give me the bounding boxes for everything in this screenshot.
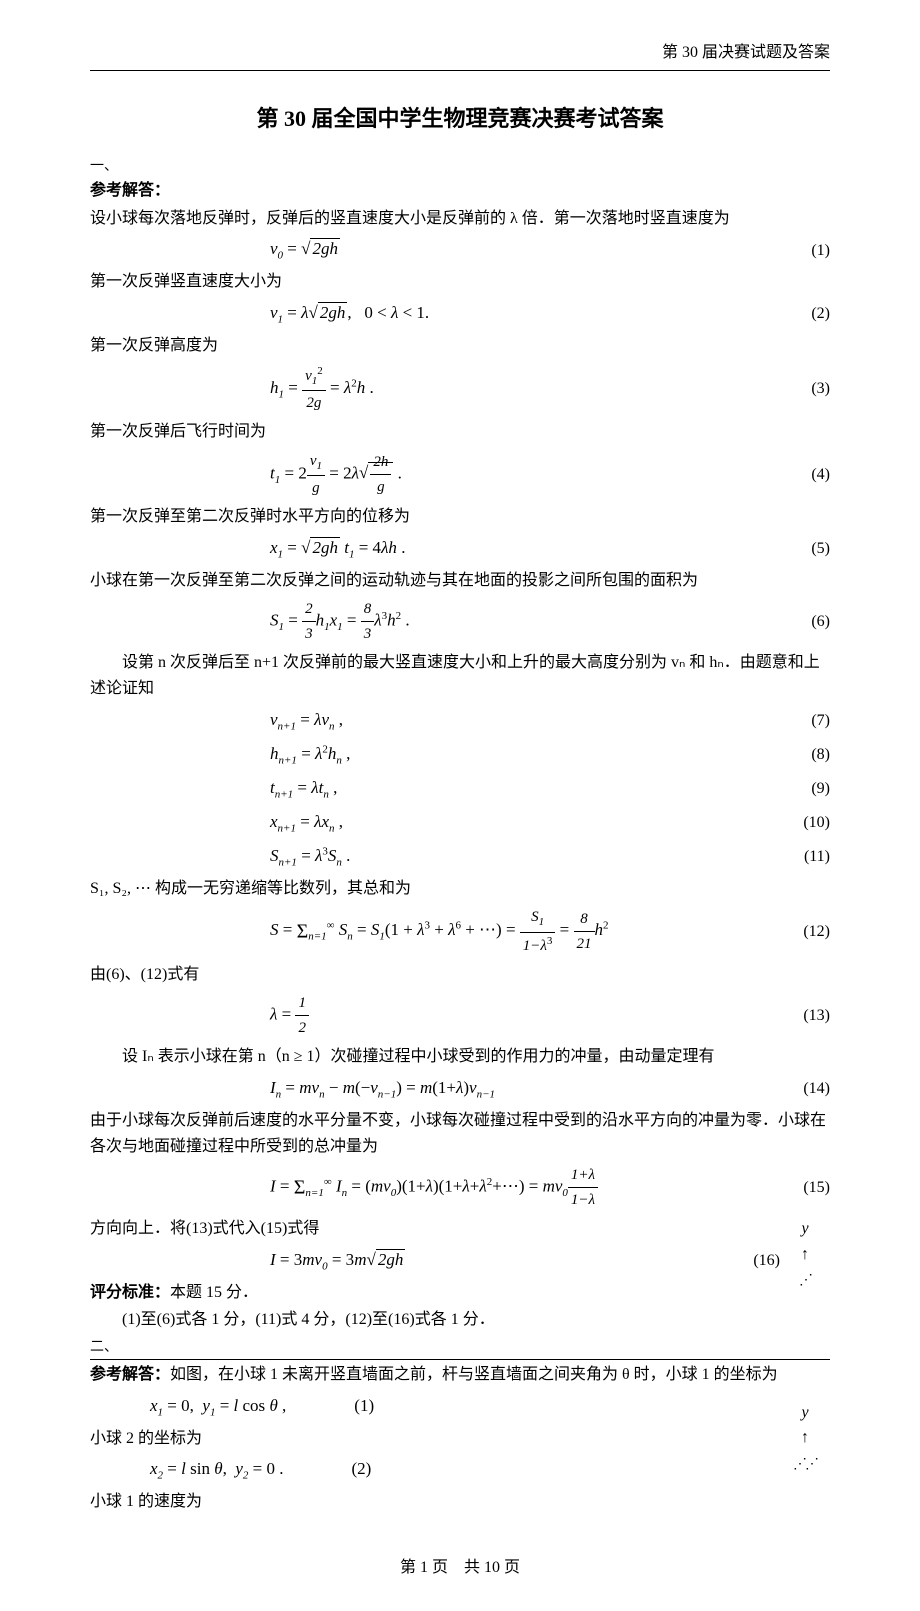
equation-number: (15) <box>780 1175 830 1201</box>
equation-number: (1) <box>780 238 830 264</box>
y-axis-diagram-2: y ↑ ⋰⋰ <box>780 1400 830 1477</box>
equation: S = Σn=1∞ Sn = S1(1 + λ3 + λ6 + ⋯) = S11… <box>270 905 780 958</box>
grading: 评分标准：本题 15 分． <box>90 1280 830 1306</box>
paragraph: S₁, S₂, ⋯ 构成一无穷递缩等比数列，其总和为 <box>90 876 830 902</box>
equation-row: t1 = 2v1g = 2λ2hg . (4) <box>90 449 830 501</box>
equation-row: I = Σn=1∞ In = (mv0)(1+λ)(1+λ+λ2+⋯) = mv… <box>90 1163 830 1212</box>
equation-number: (11) <box>780 844 830 870</box>
equation: tn+1 = λtn , <box>270 774 780 804</box>
equation-row: x2 = l sin θ, y2 = 0 . (2) <box>90 1455 780 1485</box>
equation: x2 = l sin θ, y2 = 0 . (2) <box>150 1455 730 1485</box>
equation: vn+1 = λvn , <box>270 706 780 736</box>
paragraph: 小球 2 的坐标为 <box>90 1426 830 1452</box>
equation: h1 = v122g = λ2h . <box>270 363 780 416</box>
equation-number: (1) <box>354 1396 374 1415</box>
equation-row: h1 = v122g = λ2h . (3) <box>90 363 830 416</box>
paragraph: 第一次反弹高度为 <box>90 333 830 359</box>
equation-row: v0 = 2gh (1) <box>90 235 830 265</box>
paragraph: 设 Iₙ 表示小球在第 n（n ≥ 1）次碰撞过程中小球受到的作用力的冲量，由动… <box>90 1044 830 1070</box>
section-2-number: 二、 <box>90 1337 830 1360</box>
equation-row: tn+1 = λtn , (9) <box>90 774 830 804</box>
equation-row: xn+1 = λxn , (10) <box>90 808 830 838</box>
equation-number: (5) <box>780 536 830 562</box>
equation-row: hn+1 = λ2hn , (8) <box>90 740 830 770</box>
equation: Sn+1 = λ3Sn . <box>270 842 780 872</box>
equation-row: S1 = 23h1x1 = 83λ3h2 . (6) <box>90 597 830 646</box>
paragraph: 由(6)、(12)式有 <box>90 962 830 988</box>
y-axis-diagram: y ↑ ⋰ <box>780 1216 830 1293</box>
page-footer: 第 1 页 共 10 页 <box>90 1555 830 1581</box>
equation: v1 = λ2gh, 0 < λ < 1. <box>270 299 780 329</box>
grading-detail: (1)至(6)式各 1 分，(11)式 4 分，(12)至(16)式各 1 分． <box>90 1307 830 1333</box>
equation-number: (14) <box>780 1076 830 1102</box>
grading-text: 本题 15 分． <box>170 1284 258 1301</box>
equation-row: S = Σn=1∞ Sn = S1(1 + λ3 + λ6 + ⋯) = S11… <box>90 905 830 958</box>
paragraph: 第一次反弹后飞行时间为 <box>90 419 830 445</box>
grading-label: 评分标准： <box>90 1284 170 1301</box>
equation-row: In = mvn − m(−vn−1) = m(1+λ)vn−1 (14) <box>90 1074 830 1104</box>
equation-row: I = 3mv0 = 3m2gh (16) <box>90 1246 780 1276</box>
equation-row: v1 = λ2gh, 0 < λ < 1. (2) <box>90 299 830 329</box>
paragraph: 设小球每次落地反弹时，反弹后的竖直速度大小是反弹前的 λ 倍．第一次落地时竖直速… <box>90 206 830 232</box>
equation: hn+1 = λ2hn , <box>270 740 780 770</box>
equation-row: vn+1 = λvn , (7) <box>90 706 830 736</box>
equation-number: (12) <box>780 919 830 945</box>
equation-number: (2) <box>351 1459 371 1478</box>
equation-number: (10) <box>780 810 830 836</box>
equation: I = 3mv0 = 3m2gh <box>270 1246 600 1276</box>
equation: I = Σn=1∞ In = (mv0)(1+λ)(1+λ+λ2+⋯) = mv… <box>270 1163 780 1212</box>
equation: S1 = 23h1x1 = 83λ3h2 . <box>270 597 780 646</box>
equation: t1 = 2v1g = 2λ2hg . <box>270 449 780 501</box>
equation-number: (8) <box>780 742 830 768</box>
equation: x1 = 0, y1 = l cos θ , (1) <box>150 1392 730 1422</box>
paragraph: 小球在第一次反弹至第二次反弹之间的运动轨迹与其在地面的投影之间所包围的面积为 <box>90 568 830 594</box>
equation-number: (4) <box>780 462 830 488</box>
page-title: 第 30 届全国中学生物理竞赛决赛考试答案 <box>90 101 830 136</box>
equation-number: (9) <box>780 776 830 802</box>
paragraph-text: 如图，在小球 1 未离开竖直墙面之前，杆与竖直墙面之间夹角为 θ 时，小球 1 … <box>170 1366 778 1383</box>
equation-row: x1 = 0, y1 = l cos θ , (1) <box>90 1392 780 1422</box>
section-1-number: 一、 <box>90 156 830 178</box>
equation-number: (6) <box>780 609 830 635</box>
answer-label-2: 参考解答： <box>90 1366 170 1383</box>
paragraph: 第一次反弹竖直速度大小为 <box>90 269 830 295</box>
paragraph: 由于小球每次反弹前后速度的水平分量不变，小球每次碰撞过程中受到的沿水平方向的冲量… <box>90 1108 830 1159</box>
equation-number: (16) <box>600 1248 780 1274</box>
equation: x1 = 2gh t1 = 4λh . <box>270 534 780 564</box>
equation-number: (2) <box>780 301 830 327</box>
page-header: 第 30 届决赛试题及答案 <box>90 40 830 71</box>
equation-number: (13) <box>780 1003 830 1029</box>
answer-label: 参考解答： <box>90 178 830 204</box>
equation: λ = 12 <box>270 991 780 1040</box>
paragraph: 设第 n 次反弹后至 n+1 次反弹前的最大竖直速度大小和上升的最大高度分别为 … <box>90 650 830 701</box>
paragraph: 方向向上．将(13)式代入(15)式得 <box>90 1216 830 1242</box>
equation: xn+1 = λxn , <box>270 808 780 838</box>
equation: In = mvn − m(−vn−1) = m(1+λ)vn−1 <box>270 1074 780 1104</box>
equation: v0 = 2gh <box>270 235 780 265</box>
equation-row: x1 = 2gh t1 = 4λh . (5) <box>90 534 830 564</box>
equation-row: λ = 12 (13) <box>90 991 830 1040</box>
equation-number: (7) <box>780 708 830 734</box>
paragraph: 第一次反弹至第二次反弹时水平方向的位移为 <box>90 504 830 530</box>
paragraph: 小球 1 的速度为 <box>90 1489 830 1515</box>
paragraph: 参考解答：如图，在小球 1 未离开竖直墙面之前，杆与竖直墙面之间夹角为 θ 时，… <box>90 1362 830 1388</box>
equation-row: Sn+1 = λ3Sn . (11) <box>90 842 830 872</box>
equation-number: (3) <box>780 376 830 402</box>
